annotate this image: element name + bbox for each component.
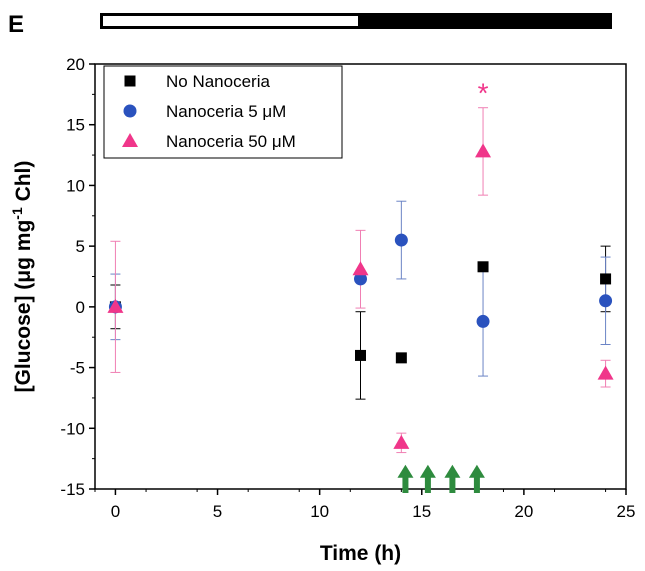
significance-asterisk: * <box>478 78 489 109</box>
legend: No Nanoceria Nanoceria 5 μM Nanoceria 50 μ… <box>103 65 343 159</box>
x-tick-label: 15 <box>412 502 431 521</box>
arrow-head <box>419 464 436 478</box>
x-tick-label: 5 <box>213 502 222 521</box>
y-tick-label: 0 <box>76 298 85 317</box>
y-tick-label: -15 <box>60 480 85 499</box>
arrow-shaft <box>402 474 409 493</box>
square-marker <box>395 352 407 364</box>
y-tick-label: -5 <box>70 359 85 378</box>
triangle-marker <box>475 143 492 158</box>
green-arrow-icon <box>444 464 461 493</box>
arrow-shaft <box>473 474 480 493</box>
legend-label: No Nanoceria <box>166 72 270 91</box>
plot-axes: 0 5 10 15 20 25 -15 -10 -5 0 5 10 15 20 <box>60 55 635 521</box>
triangle-marker <box>597 365 614 380</box>
square-marker <box>477 261 489 273</box>
green-arrow-icon <box>419 464 436 493</box>
arrow-shaft <box>449 474 456 493</box>
x-tick-label: 10 <box>310 502 329 521</box>
legend-label: Nanoceria 5 μM <box>166 102 286 121</box>
circle-marker <box>123 104 137 118</box>
square-marker <box>355 349 366 361</box>
y-tick-label: 5 <box>76 237 85 256</box>
triangle-marker <box>107 298 124 313</box>
treatment-arrows <box>397 464 485 493</box>
y-axis-title-superscript: -1 <box>9 207 25 220</box>
square-marker <box>124 75 136 87</box>
legend-label: Nanoceria 50 μM <box>166 132 296 151</box>
arrow-head <box>397 464 414 478</box>
arrow-shaft <box>424 474 431 493</box>
panel-label: E <box>8 11 24 38</box>
light-period-bar <box>103 16 358 26</box>
triangle-marker <box>393 434 410 449</box>
square-marker <box>600 273 612 285</box>
y-axis-title: [Glucose] (μg mg-1 Chl) <box>9 161 35 393</box>
triangle-marker <box>122 133 138 147</box>
circle-marker <box>476 314 490 328</box>
green-arrow-icon <box>397 464 414 493</box>
x-tick-label: 20 <box>514 502 533 521</box>
circle-marker <box>354 272 367 286</box>
green-arrow-icon <box>468 464 485 493</box>
y-tick-label: 20 <box>66 55 85 74</box>
circle-marker <box>394 233 408 247</box>
y-tick-label: -10 <box>60 419 85 438</box>
series-2-points <box>107 143 614 449</box>
x-tick-label: 25 <box>617 502 636 521</box>
y-tick-label: 10 <box>66 176 85 195</box>
y-axis-title-unit: Chl) <box>12 161 35 208</box>
circle-marker <box>599 294 613 308</box>
x-tick-label: 0 <box>111 502 120 521</box>
y-tick-label: 15 <box>66 116 85 135</box>
triangle-marker <box>352 261 369 276</box>
data-marks: * <box>107 78 614 454</box>
x-axis-title: Time (h) <box>320 542 401 565</box>
legend-box <box>103 65 343 159</box>
arrow-head <box>444 464 461 478</box>
arrow-head <box>468 464 485 478</box>
light-dark-bar <box>100 13 612 29</box>
y-axis-title-main: [Glucose] (μg mg <box>12 220 35 393</box>
